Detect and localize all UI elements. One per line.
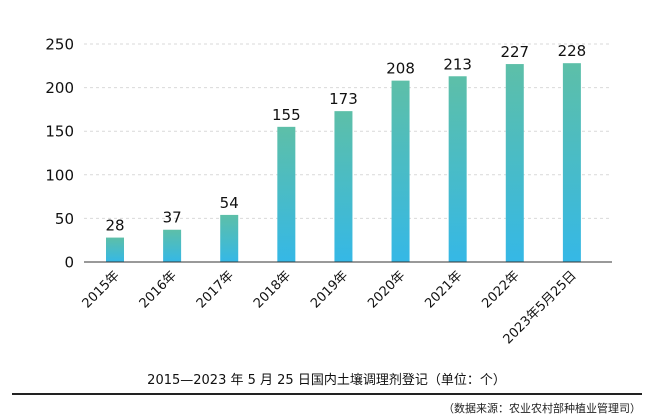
data-labels: 28 37 54 155 173 208 213 227 228 bbox=[105, 42, 586, 234]
y-tick-label: 50 bbox=[55, 210, 74, 228]
data-label: 228 bbox=[558, 42, 587, 60]
bar bbox=[277, 126, 296, 262]
y-tick-label: 150 bbox=[45, 123, 74, 141]
bar bbox=[163, 229, 182, 262]
divider-line bbox=[12, 393, 642, 395]
y-tick-label: 200 bbox=[45, 79, 74, 97]
bar bbox=[562, 63, 581, 263]
bar bbox=[505, 64, 524, 262]
x-tick-label: 2022年 bbox=[479, 268, 522, 311]
data-label: 213 bbox=[443, 55, 472, 73]
data-label: 208 bbox=[386, 60, 415, 78]
data-label: 28 bbox=[105, 217, 124, 235]
chart-caption: 2015—2023 年 5 月 25 日国内土壤调理剂登记（单位：个） bbox=[147, 373, 506, 388]
x-axis-tick-labels: 2015年 2016年 2017年 2018年 2019年 2020年 2021年 2022年… bbox=[80, 268, 580, 347]
y-tick-label: 0 bbox=[64, 254, 74, 272]
bar bbox=[448, 76, 467, 262]
data-label: 37 bbox=[163, 209, 182, 227]
data-label: 54 bbox=[220, 194, 239, 212]
bar bbox=[220, 214, 239, 262]
x-tick-label: 2016年 bbox=[137, 268, 180, 311]
x-tick-label: 2019年 bbox=[308, 268, 351, 311]
source-note: （数据来源：农业农村部种植业管理司） bbox=[443, 402, 641, 415]
x-tick-label: 2018年 bbox=[251, 268, 294, 311]
data-label: 155 bbox=[272, 106, 301, 124]
bar bbox=[334, 111, 353, 262]
data-label: 173 bbox=[329, 90, 358, 108]
y-axis-tick-labels: 0 50 100 150 200 250 bbox=[45, 36, 74, 272]
x-tick-label: 2021年 bbox=[422, 268, 465, 311]
data-label: 227 bbox=[500, 43, 529, 61]
bar bbox=[106, 237, 124, 262]
x-tick-label: 2017年 bbox=[194, 268, 237, 311]
x-tick-label: 2020年 bbox=[365, 268, 408, 311]
bars bbox=[106, 63, 581, 263]
x-tick-label: 2015年 bbox=[80, 268, 123, 311]
bar bbox=[391, 80, 410, 263]
y-tick-label: 250 bbox=[45, 36, 74, 54]
y-tick-label: 100 bbox=[45, 166, 74, 184]
